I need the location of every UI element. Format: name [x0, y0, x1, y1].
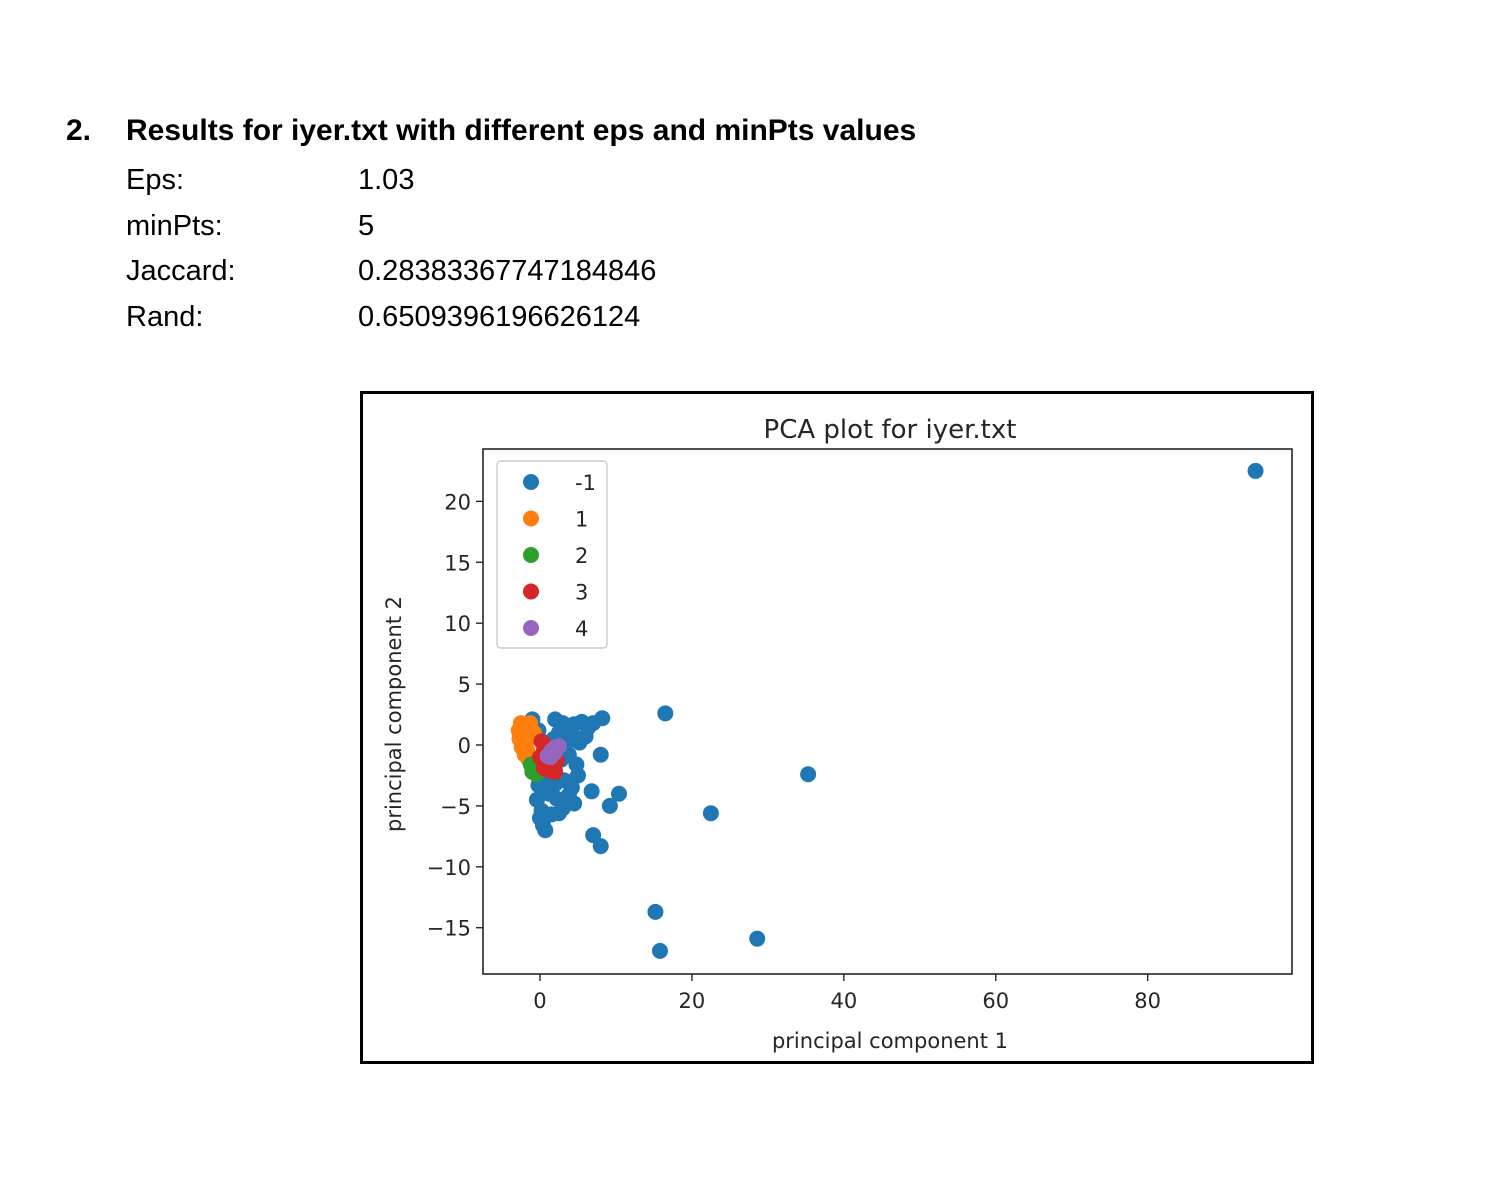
- rand-label: Rand:: [126, 301, 204, 333]
- data-point-series--1: [550, 805, 567, 822]
- y-tick-label: 15: [444, 551, 471, 575]
- legend-label-1: 1: [575, 508, 588, 532]
- rand-value: 0.6509396196626124: [358, 301, 641, 333]
- data-point-series-4: [547, 744, 564, 761]
- axis-ticks: 0 20 40 60 80 20 15 10 5 0 −5 −10 −15: [427, 490, 1161, 1013]
- data-point-series--1: [651, 942, 668, 959]
- data-point-series--1: [749, 930, 766, 947]
- data-point-series--1: [601, 797, 618, 814]
- data-point-series--1: [610, 785, 627, 802]
- minpts-label: minPts:: [126, 210, 223, 242]
- y-tick-label: 5: [458, 673, 471, 697]
- data-point-series--1: [592, 746, 609, 763]
- legend-marker-1: [523, 510, 539, 527]
- data-point-series--1: [1247, 462, 1264, 479]
- pca-scatter-plot: PCA plot for iyer.txt principal componen…: [382, 415, 1293, 1053]
- legend-marker-2: [523, 547, 539, 563]
- data-point-series--1: [647, 903, 664, 920]
- y-axis-label: principal component 2: [382, 596, 406, 832]
- pca-figure: PCA plot for iyer.txt principal componen…: [360, 391, 1314, 1064]
- data-point-series--1: [583, 783, 600, 800]
- x-tick-label: 40: [830, 989, 857, 1013]
- plot-area-frame: [482, 448, 1293, 975]
- data-point-series--1: [702, 805, 719, 822]
- jaccard-label: Jaccard:: [126, 255, 236, 287]
- legend-label-4: 4: [575, 617, 588, 641]
- legend-box: [496, 460, 608, 649]
- y-tick-label: 0: [458, 734, 471, 758]
- legend-marker-4: [523, 620, 539, 636]
- legend-label-3: 3: [575, 581, 588, 605]
- legend-marker--1: [523, 474, 539, 490]
- x-tick-label: 0: [533, 989, 546, 1013]
- y-tick-label: −15: [427, 917, 471, 941]
- eps-label: Eps:: [126, 164, 185, 196]
- y-tick-label: −5: [440, 795, 471, 819]
- minpts-value: 5: [358, 210, 375, 242]
- legend-marker-3: [523, 583, 539, 600]
- data-point-series--1: [585, 715, 602, 732]
- x-tick-label: 80: [1134, 989, 1161, 1013]
- y-tick-label: 10: [444, 612, 471, 636]
- legend-label--1: -1: [575, 471, 596, 495]
- scatter-points: [510, 462, 1264, 959]
- y-tick-label: −10: [427, 856, 471, 880]
- section-title: Results for iyer.txt with different eps …: [126, 114, 917, 147]
- y-tick-label: 20: [444, 490, 471, 514]
- legend: -1 1 2 3 4: [496, 460, 608, 649]
- data-point-series--1: [566, 795, 583, 812]
- data-point-series-3: [547, 763, 564, 780]
- jaccard-value: 0.28383367747184846: [358, 255, 657, 287]
- data-point-series--1: [537, 822, 554, 839]
- data-point-series--1: [569, 767, 586, 784]
- data-point-series--1: [657, 705, 674, 722]
- x-axis-label: principal component 1: [772, 1029, 1008, 1053]
- x-tick-label: 60: [982, 989, 1009, 1013]
- x-tick-label: 20: [679, 989, 706, 1013]
- chart-title: PCA plot for iyer.txt: [764, 415, 1017, 445]
- eps-value: 1.03: [358, 164, 415, 196]
- section-number: 2.: [66, 114, 92, 147]
- data-point-series--1: [800, 766, 817, 783]
- data-point-series--1: [592, 838, 609, 855]
- legend-label-2: 2: [575, 544, 588, 568]
